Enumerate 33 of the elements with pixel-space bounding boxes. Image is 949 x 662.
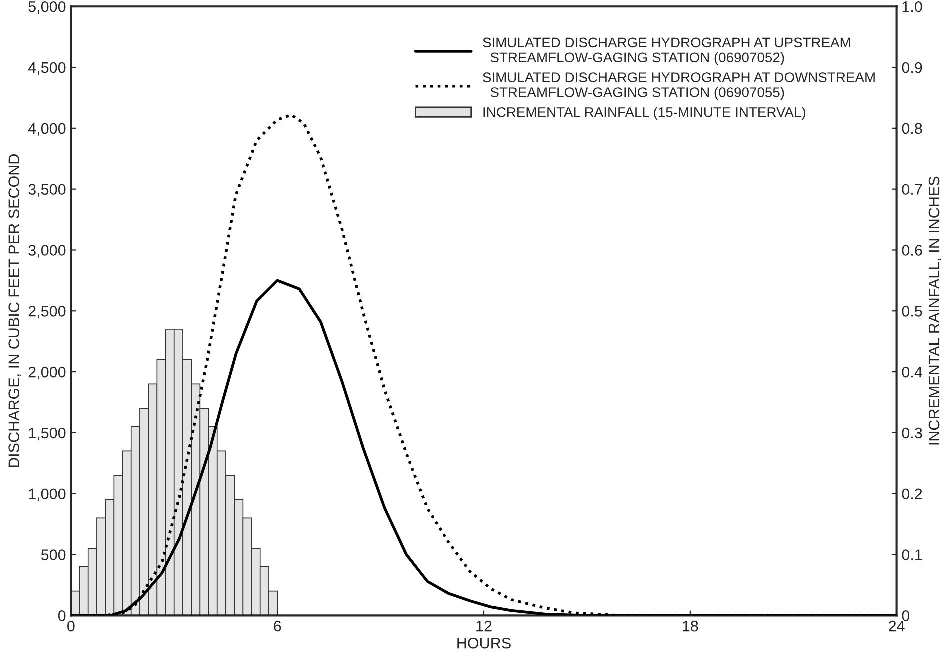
y-tick-label: 1,500 — [29, 428, 66, 440]
y-tick-label: 4,000 — [28, 123, 66, 136]
y-tick-label: 0 — [58, 610, 66, 622]
y2-tick-label: 0.1 — [902, 550, 922, 560]
legend-label: SIMULATED DISCHARGE HYDROGRAPH AT DOWNSTREAM STREAMFLOW-GAGING STATION (06907055) — [483, 72, 875, 100]
y2-tick-label: 0.8 — [902, 123, 922, 134]
x-axis-title: HOURS — [458, 638, 511, 649]
y2-tick-label: 0.2 — [902, 488, 922, 500]
y-tick-label: 500 — [41, 550, 66, 560]
x-tick-label: 24 — [889, 620, 905, 632]
y-tick-label: 5,000 — [28, 1, 66, 14]
y-tick-label: 3,000 — [28, 245, 66, 258]
y2-tick-label: 0.5 — [902, 306, 922, 317]
x-tick-label: 18 — [683, 620, 698, 632]
y2-tick-label: 0.3 — [902, 428, 922, 439]
x-tick-label: 0 — [68, 620, 75, 632]
y-tick-label: 3,500 — [28, 184, 66, 197]
y2-axis-title: INCREMENTAL RAINFALL, IN INCHES — [928, 176, 942, 445]
y-axis-title: DISCHARGE, IN CUBIC FEET PER SECOND — [8, 154, 22, 468]
y-tick-label: 2,000 — [28, 366, 66, 380]
x-tick-label: 6 — [274, 620, 282, 632]
y2-tick-label: 0 — [902, 610, 910, 622]
y2-tick-label: 0.6 — [902, 245, 922, 256]
y-tick-label: 2,500 — [28, 306, 66, 319]
y-tick-label: 1,000 — [29, 488, 66, 502]
x-tick-label: 12 — [476, 620, 492, 632]
y2-tick-label: 1.0 — [902, 1, 922, 12]
legend-label: INCREMENTAL RAINFALL (15-MINUTE INTERVAL) — [484, 107, 806, 120]
y2-tick-label: 0.9 — [902, 62, 922, 74]
y2-tick-label: 0.7 — [902, 184, 922, 196]
legend-label: SIMULATED DISCHARGE HYDROGRAPH AT UPSTREAM STREAMFLOW-GAGING STATION (06907052) — [483, 38, 850, 66]
y-tick-label: 4,500 — [28, 62, 66, 76]
y2-tick-label: 0.4 — [902, 366, 922, 378]
